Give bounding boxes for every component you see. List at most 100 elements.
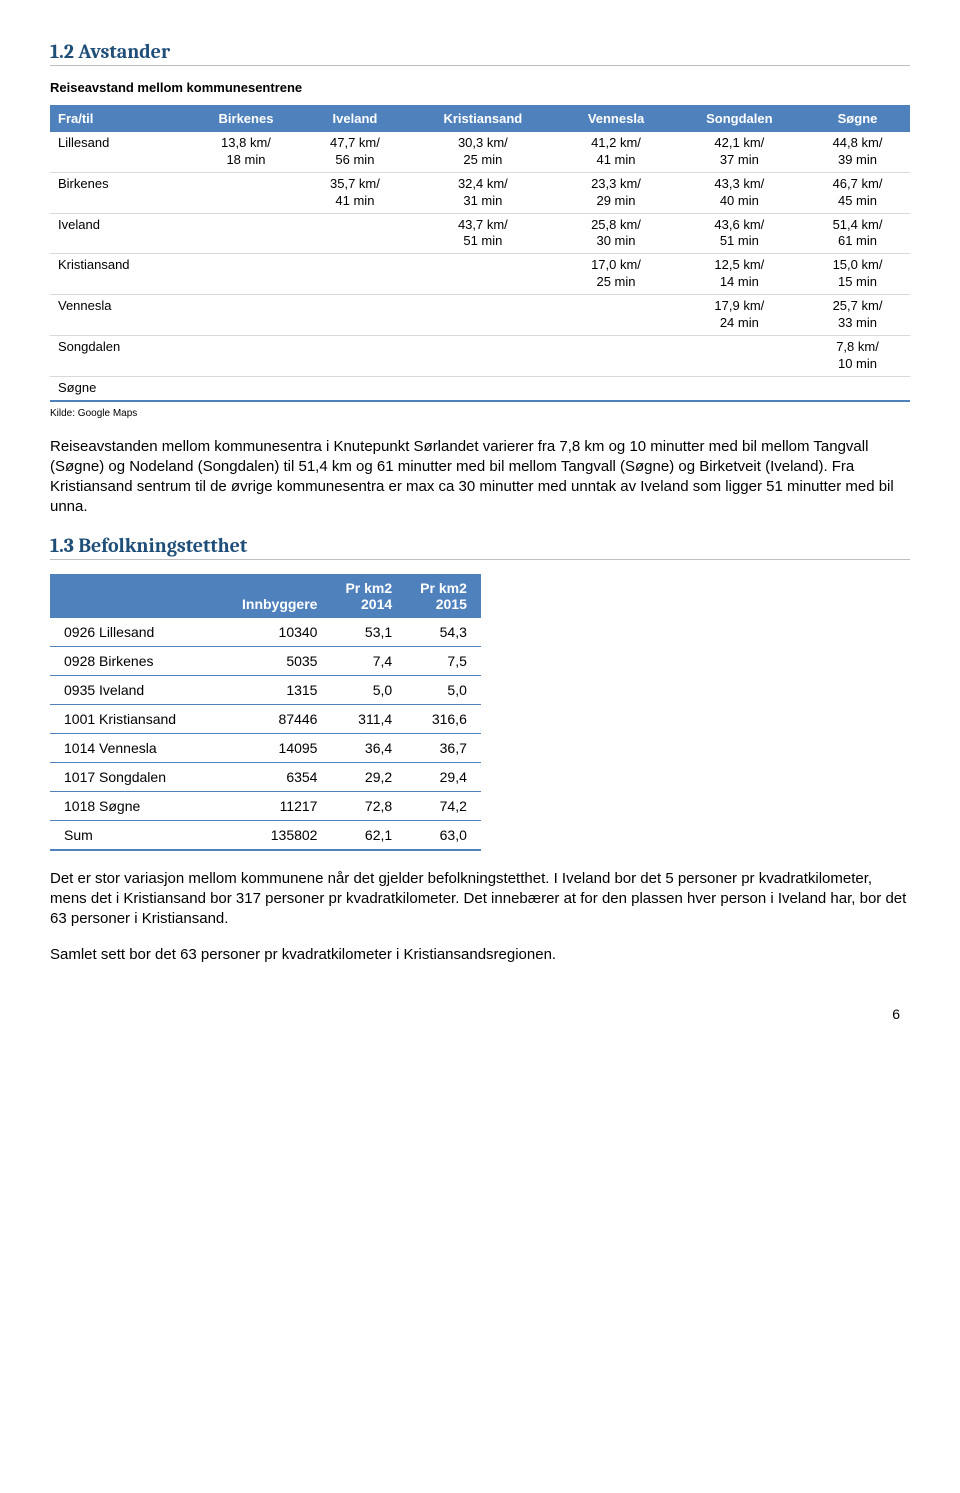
subtitle-reiseavstand: Reiseavstand mellom kommunesentrene bbox=[50, 80, 910, 95]
cell: 63,0 bbox=[406, 820, 481, 850]
cell: 53,1 bbox=[331, 618, 406, 647]
cell: 74,2 bbox=[406, 791, 481, 820]
cell bbox=[189, 376, 302, 400]
cell: 30,3 km/25 min bbox=[407, 132, 558, 172]
cell: 42,1 km/37 min bbox=[674, 132, 805, 172]
cell: 29,2 bbox=[331, 762, 406, 791]
cell: 13,8 km/18 min bbox=[189, 132, 302, 172]
cell: 47,7 km/56 min bbox=[302, 132, 407, 172]
row-label: 0935 Iveland bbox=[50, 675, 228, 704]
col-header: Søgne bbox=[805, 105, 910, 132]
table-row: 1001 Kristiansand87446311,4316,6 bbox=[50, 704, 481, 733]
table-row: Vennesla 17,9 km/24 min25,7 km/33 min bbox=[50, 295, 910, 336]
cell: 5035 bbox=[228, 646, 331, 675]
row-label: Søgne bbox=[50, 376, 189, 400]
cell bbox=[674, 335, 805, 376]
col-header bbox=[50, 574, 228, 618]
cell: 29,4 bbox=[406, 762, 481, 791]
cell bbox=[558, 376, 673, 400]
cell: 87446 bbox=[228, 704, 331, 733]
cell bbox=[302, 376, 407, 400]
cell: 62,1 bbox=[331, 820, 406, 850]
table-row: Birkenes 35,7 km/41 min32,4 km/31 min23,3… bbox=[50, 172, 910, 213]
cell bbox=[189, 254, 302, 295]
row-label: Birkenes bbox=[50, 172, 189, 213]
cell: 135802 bbox=[228, 820, 331, 850]
col-header: Vennesla bbox=[558, 105, 673, 132]
table-row: 0935 Iveland13155,05,0 bbox=[50, 675, 481, 704]
table-row: Søgne bbox=[50, 376, 910, 400]
table-row: 0928 Birkenes50357,47,5 bbox=[50, 646, 481, 675]
row-label: 1014 Vennesla bbox=[50, 733, 228, 762]
row-label: Sum bbox=[50, 820, 228, 850]
section-title-avstander: 1.2 Avstander bbox=[50, 40, 910, 66]
cell: 51,4 km/61 min bbox=[805, 213, 910, 254]
col-header: Birkenes bbox=[189, 105, 302, 132]
cell: 7,5 bbox=[406, 646, 481, 675]
cell: 35,7 km/41 min bbox=[302, 172, 407, 213]
col-header: Fra/til bbox=[50, 105, 189, 132]
cell: 36,7 bbox=[406, 733, 481, 762]
cell bbox=[407, 376, 558, 400]
row-label: 1018 Søgne bbox=[50, 791, 228, 820]
cell: 11217 bbox=[228, 791, 331, 820]
cell: 41,2 km/41 min bbox=[558, 132, 673, 172]
paragraph-befolkning-1: Det er stor variasjon mellom kommunene n… bbox=[50, 869, 910, 930]
cell: 25,8 km/30 min bbox=[558, 213, 673, 254]
cell bbox=[407, 254, 558, 295]
source-label: Kilde: Google Maps bbox=[50, 408, 910, 419]
cell: 1315 bbox=[228, 675, 331, 704]
cell: 15,0 km/15 min bbox=[805, 254, 910, 295]
cell bbox=[302, 335, 407, 376]
cell bbox=[407, 295, 558, 336]
cell: 43,3 km/40 min bbox=[674, 172, 805, 213]
col-header: Innbyggere bbox=[228, 574, 331, 618]
col-header: Pr km22015 bbox=[406, 574, 481, 618]
table-header-row: Fra/til Birkenes Iveland Kristiansand Ve… bbox=[50, 105, 910, 132]
cell: 12,5 km/14 min bbox=[674, 254, 805, 295]
cell: 316,6 bbox=[406, 704, 481, 733]
cell: 5,0 bbox=[406, 675, 481, 704]
row-label: 1001 Kristiansand bbox=[50, 704, 228, 733]
row-label: Songdalen bbox=[50, 335, 189, 376]
cell: 23,3 km/29 min bbox=[558, 172, 673, 213]
distance-table: Fra/til Birkenes Iveland Kristiansand Ve… bbox=[50, 105, 910, 402]
cell: 7,4 bbox=[331, 646, 406, 675]
table-row: 1018 Søgne1121772,874,2 bbox=[50, 791, 481, 820]
cell bbox=[189, 172, 302, 213]
col-header: Iveland bbox=[302, 105, 407, 132]
cell: 43,7 km/51 min bbox=[407, 213, 558, 254]
row-label: Lillesand bbox=[50, 132, 189, 172]
cell: 36,4 bbox=[331, 733, 406, 762]
section-title-befolkning: 1.3 Befolkningstetthet bbox=[50, 534, 910, 560]
cell: 32,4 km/31 min bbox=[407, 172, 558, 213]
cell bbox=[407, 335, 558, 376]
row-label: Iveland bbox=[50, 213, 189, 254]
table-header-row: Innbyggere Pr km22014 Pr km22015 bbox=[50, 574, 481, 618]
cell bbox=[302, 213, 407, 254]
table-row: 1014 Vennesla1409536,436,7 bbox=[50, 733, 481, 762]
cell: 44,8 km/39 min bbox=[805, 132, 910, 172]
col-header: Pr km22014 bbox=[331, 574, 406, 618]
row-label: Kristiansand bbox=[50, 254, 189, 295]
cell: 6354 bbox=[228, 762, 331, 791]
cell bbox=[302, 295, 407, 336]
row-label: 1017 Songdalen bbox=[50, 762, 228, 791]
cell: 72,8 bbox=[331, 791, 406, 820]
table-row: 1017 Songdalen635429,229,4 bbox=[50, 762, 481, 791]
col-header: Kristiansand bbox=[407, 105, 558, 132]
cell: 5,0 bbox=[331, 675, 406, 704]
cell: 46,7 km/45 min bbox=[805, 172, 910, 213]
page-number: 6 bbox=[50, 1006, 910, 1022]
row-label: Vennesla bbox=[50, 295, 189, 336]
cell: 17,9 km/24 min bbox=[674, 295, 805, 336]
table-row: Iveland43,7 km/51 min25,8 km/30 min43,6 … bbox=[50, 213, 910, 254]
table-row: Lillesand13,8 km/18 min47,7 km/56 min30,… bbox=[50, 132, 910, 172]
population-table: Innbyggere Pr km22014 Pr km22015 0926 Li… bbox=[50, 574, 481, 851]
paragraph-avstander: Reiseavstanden mellom kommunesentra i Kn… bbox=[50, 437, 910, 518]
cell bbox=[558, 295, 673, 336]
paragraph-befolkning-2: Samlet sett bor det 63 personer pr kvadr… bbox=[50, 945, 910, 965]
cell: 7,8 km/10 min bbox=[805, 335, 910, 376]
col-header: Songdalen bbox=[674, 105, 805, 132]
cell: 25,7 km/33 min bbox=[805, 295, 910, 336]
